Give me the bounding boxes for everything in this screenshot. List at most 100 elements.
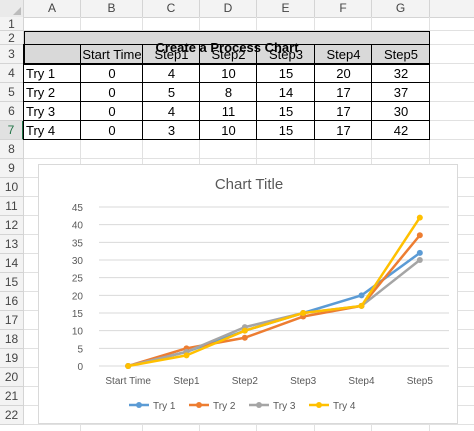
line-chart[interactable]: Chart Title 0 5 10 15 20 25 30 35 40 45 Start Time S… xyxy=(38,164,458,424)
data-point xyxy=(241,327,248,334)
table-cell[interactable]: 42 xyxy=(393,123,409,138)
row-label-cell[interactable]: Try 2 xyxy=(26,85,56,100)
column-header-f[interactable]: F xyxy=(315,0,372,17)
data-point xyxy=(358,292,365,299)
column-header-a[interactable]: A xyxy=(24,0,81,17)
table-border xyxy=(24,82,430,83)
row-header-21[interactable]: 21 xyxy=(0,387,24,406)
row-header-11[interactable]: 11 xyxy=(0,197,24,216)
row-header-14[interactable]: 14 xyxy=(0,254,24,273)
row-header-4[interactable]: 4 xyxy=(0,64,24,83)
y-tick-label: 30 xyxy=(72,256,84,267)
data-point xyxy=(241,334,248,341)
row-header-19[interactable]: 19 xyxy=(0,349,24,368)
data-point xyxy=(300,310,307,316)
table-header-cell[interactable]: Step2 xyxy=(211,47,246,62)
y-tick-label: 25 xyxy=(72,274,84,285)
column-header-bar: A B C D E F G xyxy=(0,0,474,18)
table-border xyxy=(199,44,200,140)
select-all-corner[interactable] xyxy=(0,0,24,17)
table-header-cell[interactable]: Start Time xyxy=(82,47,142,62)
table-border xyxy=(314,44,315,140)
table-border xyxy=(371,44,372,140)
legend-label: Try 3 xyxy=(273,401,296,412)
table-cell[interactable]: 11 xyxy=(221,104,236,119)
table-cell[interactable]: 20 xyxy=(336,66,351,81)
row-header-15[interactable]: 15 xyxy=(0,273,24,292)
column-header-b[interactable]: B xyxy=(81,0,143,17)
table-cell[interactable]: 17 xyxy=(336,123,351,138)
legend-marker-dot xyxy=(196,402,202,408)
table-header-cell[interactable]: Step1 xyxy=(154,47,189,62)
column-header-c[interactable]: C xyxy=(143,0,200,17)
table-cell[interactable]: 37 xyxy=(393,85,409,100)
x-tick-label: Step4 xyxy=(348,376,375,387)
y-tick-label: 45 xyxy=(72,203,84,214)
row-header-18[interactable]: 18 xyxy=(0,330,24,349)
table-cell[interactable]: 0 xyxy=(108,85,116,100)
table-cell[interactable]: 0 xyxy=(108,123,116,138)
column-header-h[interactable] xyxy=(430,0,474,17)
grid-row-line xyxy=(24,424,474,425)
legend-label: Try 2 xyxy=(213,401,236,412)
data-point xyxy=(416,257,423,263)
table-cell[interactable]: 0 xyxy=(108,66,116,81)
row-header-20[interactable]: 20 xyxy=(0,368,24,387)
table-header-cell[interactable] xyxy=(24,45,81,64)
y-tick-label: 0 xyxy=(77,362,83,373)
row-header-12[interactable]: 12 xyxy=(0,216,24,235)
table-header-cell[interactable]: Step3 xyxy=(269,47,303,62)
sheet-title[interactable]: Create a Process Chart xyxy=(24,31,430,65)
row-label-cell[interactable]: Try 1 xyxy=(26,66,56,81)
table-header-cell[interactable]: Step5 xyxy=(384,47,418,62)
row-header-10[interactable]: 10 xyxy=(0,178,24,197)
table-cell[interactable]: 15 xyxy=(278,104,294,119)
row-label-cell[interactable]: Try 3 xyxy=(26,104,56,119)
grid-row-line xyxy=(24,158,474,159)
table-cell[interactable]: 32 xyxy=(393,66,409,81)
table-cell[interactable]: 8 xyxy=(224,85,233,100)
table-cell[interactable]: 10 xyxy=(221,123,236,138)
table-cell[interactable]: 3 xyxy=(167,123,176,138)
table-cell[interactable]: 4 xyxy=(167,66,176,81)
row-header-3[interactable]: 3 xyxy=(0,45,24,64)
x-tick-label: Step1 xyxy=(173,376,200,387)
legend-marker-dot xyxy=(316,402,322,408)
table-border xyxy=(24,120,430,121)
select-all-triangle-icon xyxy=(13,7,21,15)
row-header-6[interactable]: 6 xyxy=(0,102,24,121)
row-header-2[interactable]: 2 xyxy=(0,31,24,45)
table-cell[interactable]: 15 xyxy=(278,66,294,81)
row-header-7[interactable]: 7 xyxy=(0,121,24,140)
table-cell[interactable]: 10 xyxy=(221,66,236,81)
row-label-cell[interactable]: Try 4 xyxy=(26,123,56,138)
table-cell[interactable]: 0 xyxy=(108,104,116,119)
table-cell[interactable]: 17 xyxy=(336,85,351,100)
series-line-try-2 xyxy=(127,234,421,368)
column-header-e[interactable]: E xyxy=(257,0,315,17)
table-cell[interactable]: 15 xyxy=(278,123,294,138)
row-header-13[interactable]: 13 xyxy=(0,235,24,254)
column-header-d[interactable]: D xyxy=(200,0,257,17)
row-header-17[interactable]: 17 xyxy=(0,311,24,330)
legend-marker-dot xyxy=(136,402,142,408)
grid-row-line xyxy=(24,30,474,31)
table-header-cell[interactable]: Step4 xyxy=(326,47,361,62)
table-cell[interactable]: 5 xyxy=(167,85,176,100)
y-tick-label: 35 xyxy=(72,238,84,249)
row-header-5[interactable]: 5 xyxy=(0,83,24,102)
row-header-8[interactable]: 8 xyxy=(0,140,24,159)
row-header-16[interactable]: 16 xyxy=(0,292,24,311)
table-cell[interactable]: 14 xyxy=(278,85,294,100)
row-header-22[interactable]: 22 xyxy=(0,406,24,425)
table-cell[interactable]: 30 xyxy=(393,104,409,119)
series-line-try-4 xyxy=(127,216,421,368)
row-header-9[interactable]: 9 xyxy=(0,159,24,178)
series-line-try-3 xyxy=(127,259,421,368)
table-cell[interactable]: 4 xyxy=(167,104,176,119)
table-cell[interactable]: 17 xyxy=(336,104,351,119)
y-tick-label: 5 xyxy=(77,344,83,355)
row-header-1[interactable]: 1 xyxy=(0,17,24,31)
column-header-g[interactable]: G xyxy=(372,0,430,17)
